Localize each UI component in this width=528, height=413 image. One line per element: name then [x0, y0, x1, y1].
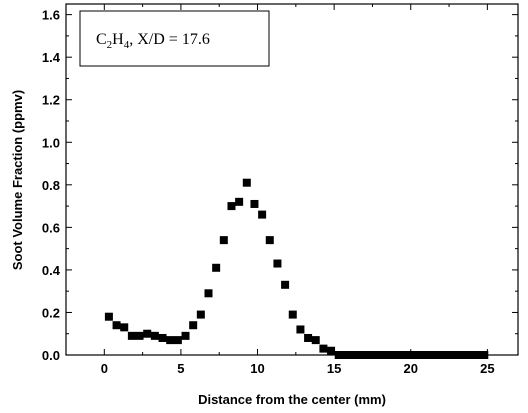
y-tick-label: 0.6	[42, 220, 60, 235]
annotation-text: C2H4, X/D = 17.6	[96, 31, 210, 51]
data-point	[311, 336, 320, 345]
data-point	[120, 323, 129, 332]
x-tick-label: 5	[177, 361, 184, 376]
data-point	[265, 236, 274, 245]
data-point	[411, 351, 420, 359]
data-point	[212, 263, 221, 272]
data-point	[281, 280, 290, 289]
data-point	[173, 336, 182, 345]
x-axis-title: Distance from the center (mm)	[198, 392, 386, 407]
annotation-rest: , X/D = 17.6	[129, 31, 210, 48]
axis-ticks	[65, 4, 518, 356]
data-point	[250, 199, 259, 208]
y-tick-label: 1.4	[42, 50, 61, 65]
annotation-species2: H	[112, 31, 124, 48]
annotation-box: C2H4, X/D = 17.6	[79, 10, 270, 67]
annotation-species: C	[96, 31, 107, 48]
data-markers	[104, 178, 489, 359]
data-point	[403, 351, 412, 359]
data-point	[396, 351, 405, 359]
data-point	[158, 333, 167, 342]
plot-frame	[65, 3, 519, 356]
data-point	[373, 351, 382, 359]
data-point	[189, 321, 198, 330]
x-tick-label: 0	[101, 361, 108, 376]
annotation-frame	[79, 10, 270, 67]
data-point	[143, 329, 152, 338]
data-point	[365, 351, 374, 359]
data-point	[135, 331, 144, 340]
annotation-sub: 2	[107, 39, 113, 51]
data-point	[342, 351, 351, 359]
data-point	[104, 312, 113, 321]
y-tick-label: 0.8	[42, 178, 60, 193]
y-axis-title: Soot Volume Fraction (ppmv)	[10, 90, 25, 270]
data-point	[441, 351, 450, 359]
y-tick-label: 1.2	[42, 93, 60, 108]
data-point	[304, 333, 313, 342]
data-point	[419, 351, 428, 359]
data-point	[296, 325, 305, 334]
data-point	[166, 336, 175, 345]
data-point	[319, 344, 328, 353]
tick-labels: 0 5 10 15 20 25 0.0 0.2 0.4 0.6 0.8 1.0 1.2 1.4 1.6	[42, 8, 495, 376]
data-point	[464, 351, 473, 359]
data-point	[388, 351, 397, 359]
data-point	[334, 351, 343, 359]
data-point	[196, 310, 205, 319]
data-point	[457, 351, 466, 359]
data-point	[150, 331, 159, 340]
data-point	[273, 259, 282, 268]
y-tick-label: 0.4	[42, 263, 61, 278]
data-point	[449, 351, 458, 359]
x-tick-label: 20	[404, 361, 418, 376]
y-tick-label: 1.6	[42, 8, 60, 23]
y-tick-label: 0.2	[42, 305, 60, 320]
data-point	[288, 310, 297, 319]
data-point	[357, 351, 366, 359]
data-point	[434, 351, 443, 359]
data-point	[127, 331, 136, 340]
data-point	[204, 289, 213, 298]
data-point	[480, 351, 489, 359]
x-tick-label: 15	[327, 361, 341, 376]
y-tick-label: 1.0	[42, 135, 60, 150]
y-tick-label: 0.0	[42, 348, 60, 363]
data-point	[350, 351, 359, 359]
data-point	[380, 351, 389, 359]
x-tick-label: 25	[480, 361, 494, 376]
x-tick-label: 10	[250, 361, 264, 376]
data-point	[472, 351, 481, 359]
data-point	[219, 236, 228, 245]
data-point	[227, 202, 236, 211]
annotation-sub2: 4	[124, 39, 130, 51]
data-point	[426, 351, 435, 359]
data-point	[235, 197, 244, 206]
data-point	[242, 178, 251, 187]
data-point	[112, 321, 121, 330]
data-point	[327, 346, 336, 355]
data-point	[181, 331, 190, 340]
data-point	[258, 210, 267, 219]
